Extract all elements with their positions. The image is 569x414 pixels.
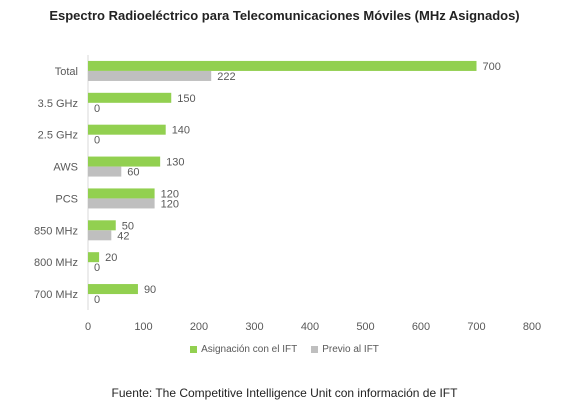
bar-ift	[88, 156, 161, 167]
bar-previo	[88, 230, 112, 241]
x-tick-label: 400	[301, 321, 319, 333]
x-tick-label: 200	[190, 321, 208, 333]
data-label: 222	[217, 71, 235, 83]
legend-swatch-ift	[190, 346, 198, 353]
source-note: Fuente: The Competitive Intelligence Uni…	[111, 386, 458, 400]
x-tick-label: 0	[85, 321, 91, 333]
legend-item-previo: Previo al IFT	[311, 344, 379, 355]
category-label: 800 MHz	[34, 257, 78, 269]
data-label: 50	[122, 220, 134, 232]
data-label: 700	[483, 61, 501, 73]
x-tick-label: 700	[467, 321, 485, 333]
legend-swatch-previo	[311, 346, 319, 353]
data-label: 0	[94, 135, 100, 147]
bar-ift	[88, 124, 166, 135]
category-label: 700 MHz	[34, 289, 78, 301]
bar-ift	[88, 252, 100, 263]
chart-title: Espectro Radioeléctrico para Telecomunic…	[49, 8, 520, 23]
legend-label-ift: Asignación con el IFT	[201, 344, 298, 355]
data-label: 140	[172, 125, 190, 137]
bar-ift	[88, 60, 477, 71]
data-label: 90	[144, 284, 156, 296]
data-label: 42	[117, 230, 129, 242]
data-label: 150	[177, 93, 195, 105]
data-label: 130	[166, 157, 184, 169]
chart-legend: Asignación con el IFT Previo al IFT	[0, 344, 569, 355]
category-label: 850 MHz	[34, 225, 78, 237]
bar-ift	[88, 188, 155, 199]
data-label: 0	[94, 294, 100, 306]
data-label: 0	[94, 262, 100, 274]
bar-ift	[88, 92, 172, 103]
bar-ift	[88, 284, 138, 295]
x-tick-label: 100	[134, 321, 152, 333]
x-tick-label: 600	[412, 321, 430, 333]
category-label: Total	[55, 66, 78, 78]
x-tick-label: 300	[245, 321, 263, 333]
data-label: 60	[127, 167, 139, 179]
data-label: 20	[105, 252, 117, 264]
bar-previo	[88, 70, 212, 81]
data-label: 0	[94, 103, 100, 115]
data-label: 120	[161, 188, 179, 200]
data-label: 120	[161, 198, 179, 210]
category-label: 3.5 GHz	[38, 98, 78, 110]
bar-ift	[88, 220, 116, 231]
category-label: AWS	[53, 162, 78, 174]
category-label: PCS	[55, 193, 78, 205]
x-tick-label: 500	[356, 321, 374, 333]
bar-previo	[88, 166, 122, 177]
category-label: 2.5 GHz	[38, 130, 78, 142]
bar-previo	[88, 198, 155, 209]
x-tick-label: 800	[523, 321, 541, 333]
legend-label-previo: Previo al IFT	[322, 344, 379, 355]
legend-item-ift: Asignación con el IFT	[190, 344, 297, 355]
